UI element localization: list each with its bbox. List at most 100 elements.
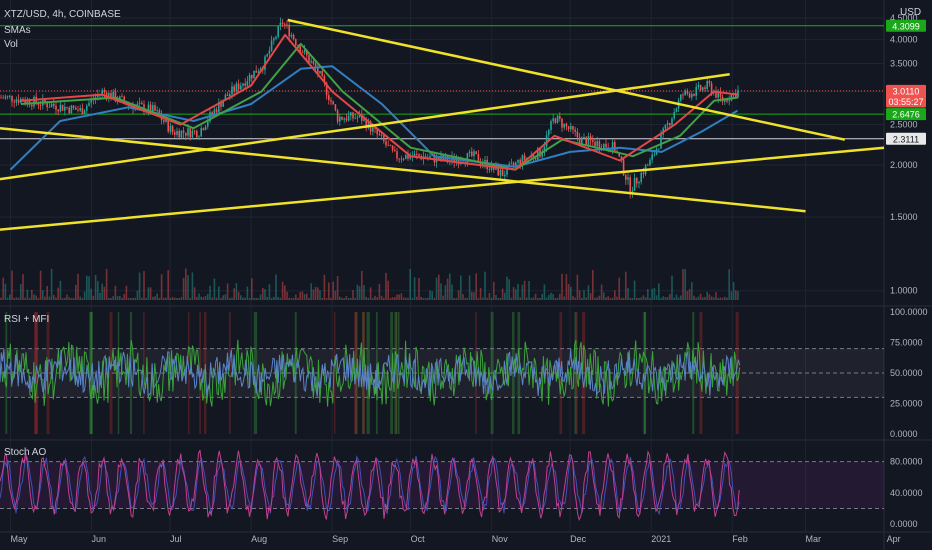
- candle-body: [666, 123, 669, 125]
- stoch-pane[interactable]: [0, 449, 884, 522]
- volume-bar: [4, 283, 7, 300]
- candle-body: [728, 100, 730, 102]
- volume-bar: [706, 291, 708, 300]
- candle-body: [682, 94, 684, 96]
- volume-bar: [693, 295, 695, 300]
- volume-bar: [303, 294, 306, 300]
- candle-body: [231, 86, 233, 95]
- volume-bar: [400, 293, 403, 300]
- volume-bar: [50, 268, 53, 300]
- price-axis-badge: [886, 95, 926, 108]
- volume-bar: [6, 297, 9, 300]
- volume-bar: [680, 295, 682, 300]
- volume-bar: [675, 294, 678, 300]
- candle-body: [673, 112, 675, 119]
- candle-body: [611, 142, 614, 153]
- candle-body: [627, 177, 629, 180]
- volume-bar: [374, 295, 376, 300]
- candle-body: [664, 124, 667, 129]
- candle-body: [537, 148, 539, 160]
- volume-bar: [130, 297, 132, 300]
- volume-bar: [607, 296, 609, 300]
- volume-bar: [255, 297, 257, 300]
- volume-bar: [55, 297, 57, 300]
- candle-body: [473, 151, 475, 157]
- volume-bar: [147, 287, 150, 300]
- stoch-ao-title[interactable]: Stoch AO: [4, 447, 47, 458]
- volume-bar: [185, 268, 187, 300]
- volume-bar: [589, 293, 592, 300]
- volume-bar: [306, 293, 308, 300]
- volume-bar: [240, 295, 242, 300]
- time-tick-label: 2021: [651, 534, 671, 544]
- candle-body: [39, 105, 42, 106]
- volume-bar: [618, 277, 620, 300]
- candle-body: [398, 158, 400, 160]
- candle-body: [17, 99, 20, 103]
- volume-bar: [383, 297, 385, 300]
- candle-body: [400, 158, 403, 160]
- candle-body: [336, 110, 339, 122]
- volume-bar: [420, 296, 422, 300]
- candle-body: [688, 93, 691, 98]
- indicator-smas-label[interactable]: SMAs: [4, 25, 31, 36]
- candle-body: [268, 50, 271, 54]
- volume-bar: [284, 285, 286, 300]
- candle-body: [83, 110, 86, 114]
- candle-body: [352, 112, 354, 119]
- volume-bar: [561, 273, 563, 300]
- candle-body: [343, 118, 345, 120]
- volume-bar: [246, 286, 249, 300]
- volume-bar: [543, 284, 546, 300]
- candle-body: [33, 96, 35, 107]
- candle-body: [647, 165, 649, 166]
- candle-body: [138, 102, 141, 104]
- sma-mid-line: [20, 42, 738, 171]
- volume-bar: [163, 297, 165, 300]
- volume-bar: [394, 297, 396, 300]
- rsi-signal-bar: [692, 312, 695, 434]
- rsi-mfi-title[interactable]: RSI + MFI: [4, 314, 50, 325]
- candle-body: [64, 107, 66, 111]
- candle-body: [88, 102, 90, 106]
- candle-body: [6, 95, 9, 97]
- candle-body: [11, 95, 13, 102]
- volume-bar: [248, 297, 251, 300]
- candle-body: [622, 159, 625, 176]
- candle-body: [658, 148, 660, 150]
- candle-body: [620, 156, 623, 160]
- volume-bar: [251, 278, 253, 300]
- candle-body: [286, 24, 288, 26]
- rsi-signal-bar: [643, 312, 647, 434]
- volume-bar: [717, 297, 719, 300]
- rsi-signal-bar: [574, 312, 577, 434]
- volume-bar: [398, 294, 400, 300]
- candle-body: [629, 177, 631, 195]
- indicator-vol-label[interactable]: Vol: [4, 39, 18, 50]
- candle-body: [570, 125, 572, 130]
- rsi-pane[interactable]: [0, 312, 884, 434]
- volume-bar: [695, 297, 697, 300]
- candle-body: [380, 135, 383, 137]
- volume-bar: [486, 297, 488, 300]
- volume-bar: [517, 283, 519, 300]
- volume-bar: [631, 297, 634, 300]
- candle-body: [9, 95, 11, 97]
- candle-body: [471, 151, 473, 157]
- volume-bar: [636, 297, 638, 300]
- volume-bar: [600, 284, 603, 300]
- volume-bar: [640, 297, 642, 300]
- volume-bar: [559, 293, 561, 300]
- candle-body: [686, 90, 689, 94]
- currency-label: USD: [900, 7, 922, 18]
- volume-bar: [154, 296, 156, 300]
- volume-bar: [664, 297, 667, 300]
- trendlines[interactable]: [0, 18, 885, 231]
- volume-bar: [429, 290, 431, 300]
- volume-bar: [231, 297, 233, 300]
- volume-bar: [90, 288, 92, 300]
- candle-body: [477, 154, 480, 162]
- symbol-title[interactable]: XTZ/USD, 4h, COINBASE: [4, 9, 121, 20]
- price-tick-label: 4.5000: [890, 13, 918, 23]
